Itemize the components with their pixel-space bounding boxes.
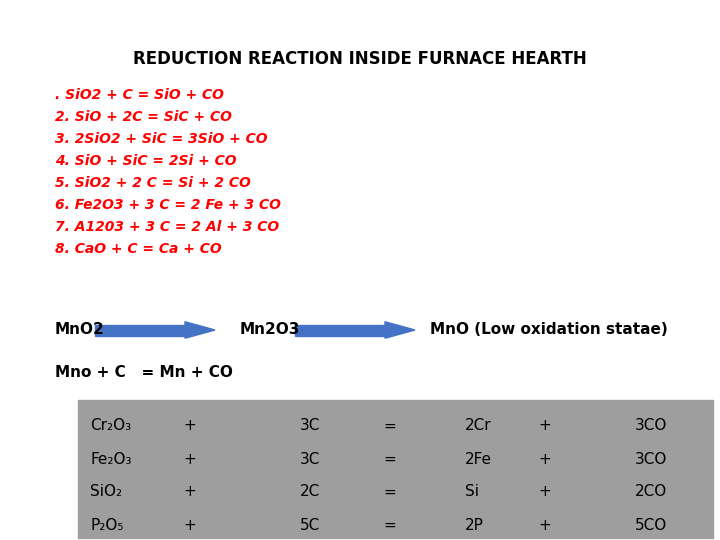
- Text: 4. SiO + SiC = 2Si + CO: 4. SiO + SiC = 2Si + CO: [55, 154, 236, 168]
- Text: REDUCTION REACTION INSIDE FURNACE HEARTH: REDUCTION REACTION INSIDE FURNACE HEARTH: [133, 50, 587, 68]
- Text: 3C: 3C: [300, 418, 320, 434]
- Text: 3CO: 3CO: [635, 451, 667, 467]
- Text: +: +: [539, 484, 552, 500]
- Text: . SiO2 + C = SiO + CO: . SiO2 + C = SiO + CO: [55, 88, 224, 102]
- Text: =: =: [384, 484, 397, 500]
- Text: Mno + C   = Mn + CO: Mno + C = Mn + CO: [55, 365, 233, 380]
- Text: +: +: [539, 418, 552, 434]
- Text: 7. A1203 + 3 C = 2 Al + 3 CO: 7. A1203 + 3 C = 2 Al + 3 CO: [55, 220, 279, 234]
- Text: 2. SiO + 2C = SiC + CO: 2. SiO + 2C = SiC + CO: [55, 110, 232, 124]
- Text: =: =: [384, 517, 397, 532]
- Text: 3. 2SiO2 + SiC = 3SiO + CO: 3. 2SiO2 + SiC = 3SiO + CO: [55, 132, 268, 146]
- Text: Mn2O3: Mn2O3: [240, 322, 300, 338]
- Bar: [78, 400, 713, 538]
- Text: MnO (Low oxidation statae): MnO (Low oxidation statae): [430, 322, 667, 338]
- Text: SiO₂: SiO₂: [90, 484, 122, 500]
- Text: 2Fe: 2Fe: [465, 451, 492, 467]
- Text: +: +: [539, 517, 552, 532]
- Text: +: +: [184, 517, 197, 532]
- Text: Si: Si: [465, 484, 479, 500]
- Text: +: +: [184, 451, 197, 467]
- Text: 5CO: 5CO: [635, 517, 667, 532]
- Text: 5. SiO2 + 2 C = Si + 2 CO: 5. SiO2 + 2 C = Si + 2 CO: [55, 176, 251, 190]
- Bar: [295, 325, 385, 335]
- Bar: [95, 325, 185, 335]
- Text: MnO2: MnO2: [55, 322, 104, 338]
- Text: 6. Fe2O3 + 3 C = 2 Fe + 3 CO: 6. Fe2O3 + 3 C = 2 Fe + 3 CO: [55, 198, 281, 212]
- Text: 2P: 2P: [465, 517, 484, 532]
- Text: 3CO: 3CO: [635, 418, 667, 434]
- Text: 8. CaO + C = Ca + CO: 8. CaO + C = Ca + CO: [55, 242, 222, 256]
- Polygon shape: [185, 322, 215, 338]
- Text: +: +: [184, 484, 197, 500]
- Text: 3C: 3C: [300, 451, 320, 467]
- Text: 5C: 5C: [300, 517, 320, 532]
- Text: 2C: 2C: [300, 484, 320, 500]
- Text: +: +: [184, 418, 197, 434]
- Text: Fe₂O₃: Fe₂O₃: [90, 451, 132, 467]
- Text: =: =: [384, 451, 397, 467]
- Text: 2Cr: 2Cr: [465, 418, 492, 434]
- Polygon shape: [385, 322, 415, 338]
- Text: 2CO: 2CO: [635, 484, 667, 500]
- Text: Cr₂O₃: Cr₂O₃: [90, 418, 131, 434]
- Text: +: +: [539, 451, 552, 467]
- Text: P₂O₅: P₂O₅: [90, 517, 123, 532]
- Text: =: =: [384, 418, 397, 434]
